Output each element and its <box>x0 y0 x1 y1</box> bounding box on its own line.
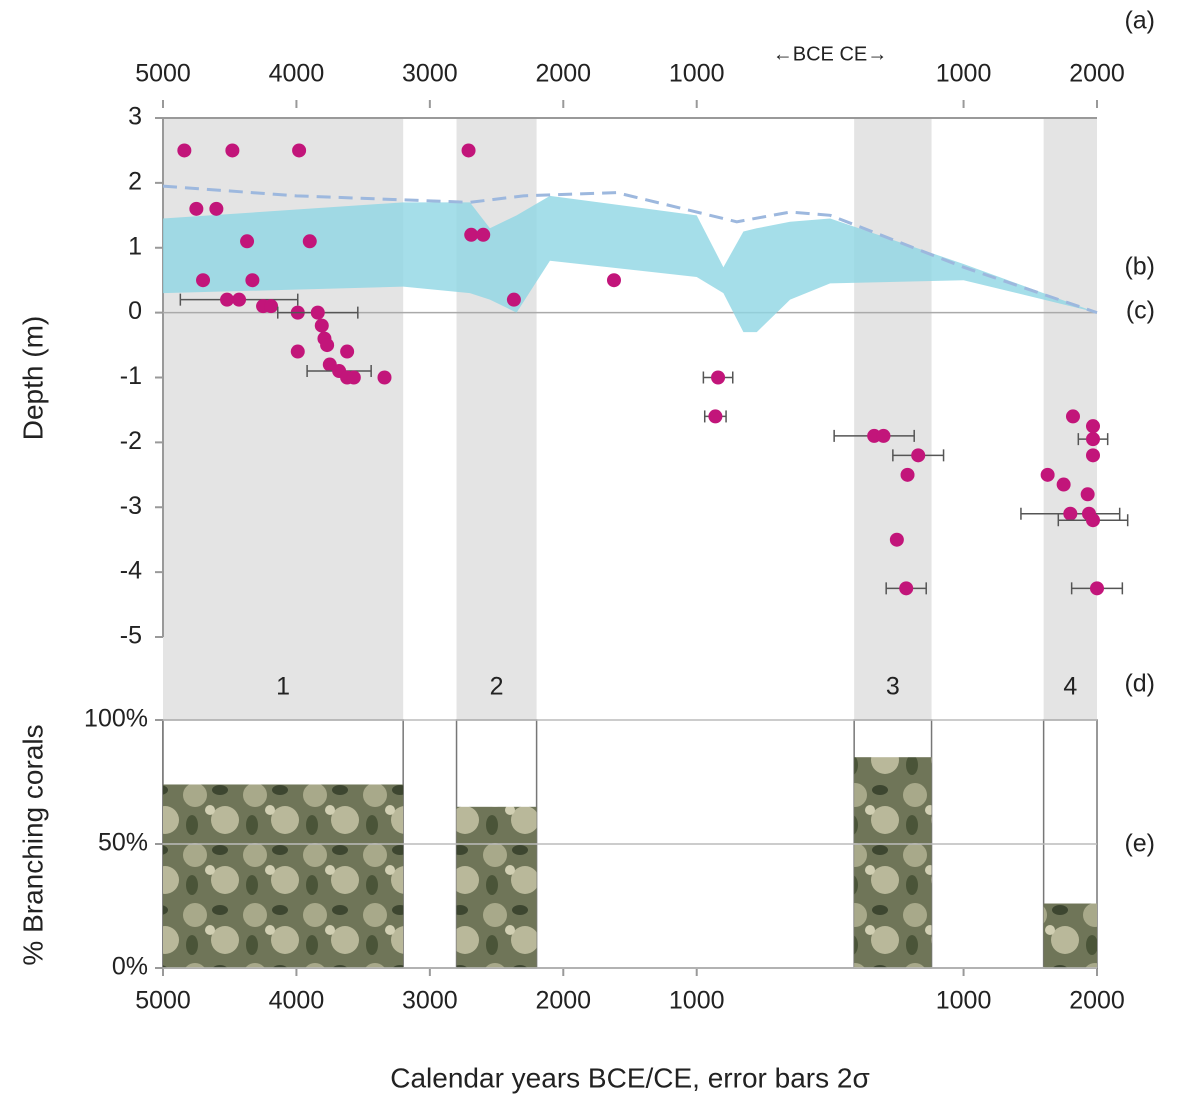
data-point <box>292 143 307 158</box>
y-tick-label: 0 <box>128 297 142 325</box>
data-point <box>464 227 479 242</box>
panel-label: (e) <box>1124 830 1155 858</box>
y-tick-label: 2 <box>128 167 142 195</box>
x-tick-label: 3000 <box>402 60 458 88</box>
data-point <box>899 581 914 596</box>
x-tick-label: 2000 <box>1069 987 1125 1015</box>
bar <box>854 757 932 968</box>
y-tick-label: -3 <box>120 492 142 520</box>
panel-label: (a) <box>1124 7 1155 35</box>
y-tick-label: -4 <box>120 557 142 585</box>
x-tick-label: 4000 <box>269 987 325 1015</box>
data-point <box>1080 487 1095 502</box>
data-point <box>302 234 317 249</box>
bar <box>163 784 404 968</box>
x-tick-label: 1000 <box>936 987 992 1015</box>
panel-label: (b) <box>1124 253 1155 281</box>
data-point <box>1085 432 1100 447</box>
data-point <box>320 338 335 353</box>
bar <box>456 806 537 968</box>
data-point <box>310 305 325 320</box>
data-point <box>264 299 279 314</box>
x-tick-label: 3000 <box>402 987 458 1015</box>
data-point <box>290 344 305 359</box>
data-point <box>1085 513 1100 528</box>
data-point <box>220 292 235 307</box>
data-point <box>240 234 255 249</box>
y-tick-label: -1 <box>120 362 142 390</box>
era-label: ←BCE CE→ <box>773 43 887 65</box>
x-tick-label: 2000 <box>535 60 591 88</box>
data-point <box>708 409 723 424</box>
x-axis-title: Calendar years BCE/CE, error bars 2σ <box>390 1062 869 1093</box>
x-tick-label: 2000 <box>535 987 591 1015</box>
x-tick-label: 2000 <box>1069 60 1125 88</box>
period-label: 3 <box>886 673 900 701</box>
data-point <box>900 467 915 482</box>
y-tick-label: 1 <box>128 232 142 260</box>
data-point <box>209 201 224 216</box>
data-point <box>711 370 726 385</box>
period-label: 4 <box>1063 673 1077 701</box>
data-point <box>1065 409 1080 424</box>
y-tick-label: 100% <box>84 705 148 733</box>
x-tick-label: 5000 <box>135 987 191 1015</box>
period-shade <box>854 118 932 720</box>
data-point <box>177 143 192 158</box>
data-point <box>1090 581 1104 596</box>
data-point <box>476 227 491 242</box>
y-tick-label: -5 <box>120 622 142 650</box>
x-tick-label: 1000 <box>669 60 725 88</box>
y-tick-label: 50% <box>98 829 148 857</box>
data-point <box>876 428 891 443</box>
y-axis-title: % Branching corals <box>17 724 48 965</box>
period-label: 2 <box>490 673 504 701</box>
data-point <box>232 292 247 307</box>
panel-label: (d) <box>1124 670 1155 698</box>
panel-label: (c) <box>1126 297 1155 325</box>
period-label: 1 <box>276 673 290 701</box>
data-point <box>377 370 392 385</box>
data-point <box>196 273 211 288</box>
data-point <box>245 273 260 288</box>
data-point <box>189 201 204 216</box>
data-point <box>1040 467 1055 482</box>
y-tick-label: -2 <box>120 427 142 455</box>
data-point <box>1085 419 1100 434</box>
data-point <box>314 318 329 333</box>
data-point <box>911 448 926 463</box>
sea-level-band <box>163 195 1097 333</box>
data-point <box>225 143 240 158</box>
data-point <box>506 292 521 307</box>
data-point <box>889 532 904 547</box>
y-tick-label: 0% <box>112 953 148 981</box>
data-point <box>1056 477 1071 492</box>
data-point <box>1063 506 1078 521</box>
data-point <box>606 273 621 288</box>
bar <box>1043 903 1097 968</box>
x-tick-label: 5000 <box>135 60 191 88</box>
data-point <box>1085 448 1100 463</box>
data-point <box>340 344 355 359</box>
x-tick-label: 1000 <box>669 987 725 1015</box>
y-axis-title: Depth (m) <box>17 316 48 440</box>
dashed-line <box>162 184 1098 315</box>
data-point <box>346 370 361 385</box>
x-tick-label: 4000 <box>269 60 325 88</box>
y-tick-label: 3 <box>128 103 142 131</box>
x-tick-label: 1000 <box>936 60 992 88</box>
data-point <box>461 143 476 158</box>
